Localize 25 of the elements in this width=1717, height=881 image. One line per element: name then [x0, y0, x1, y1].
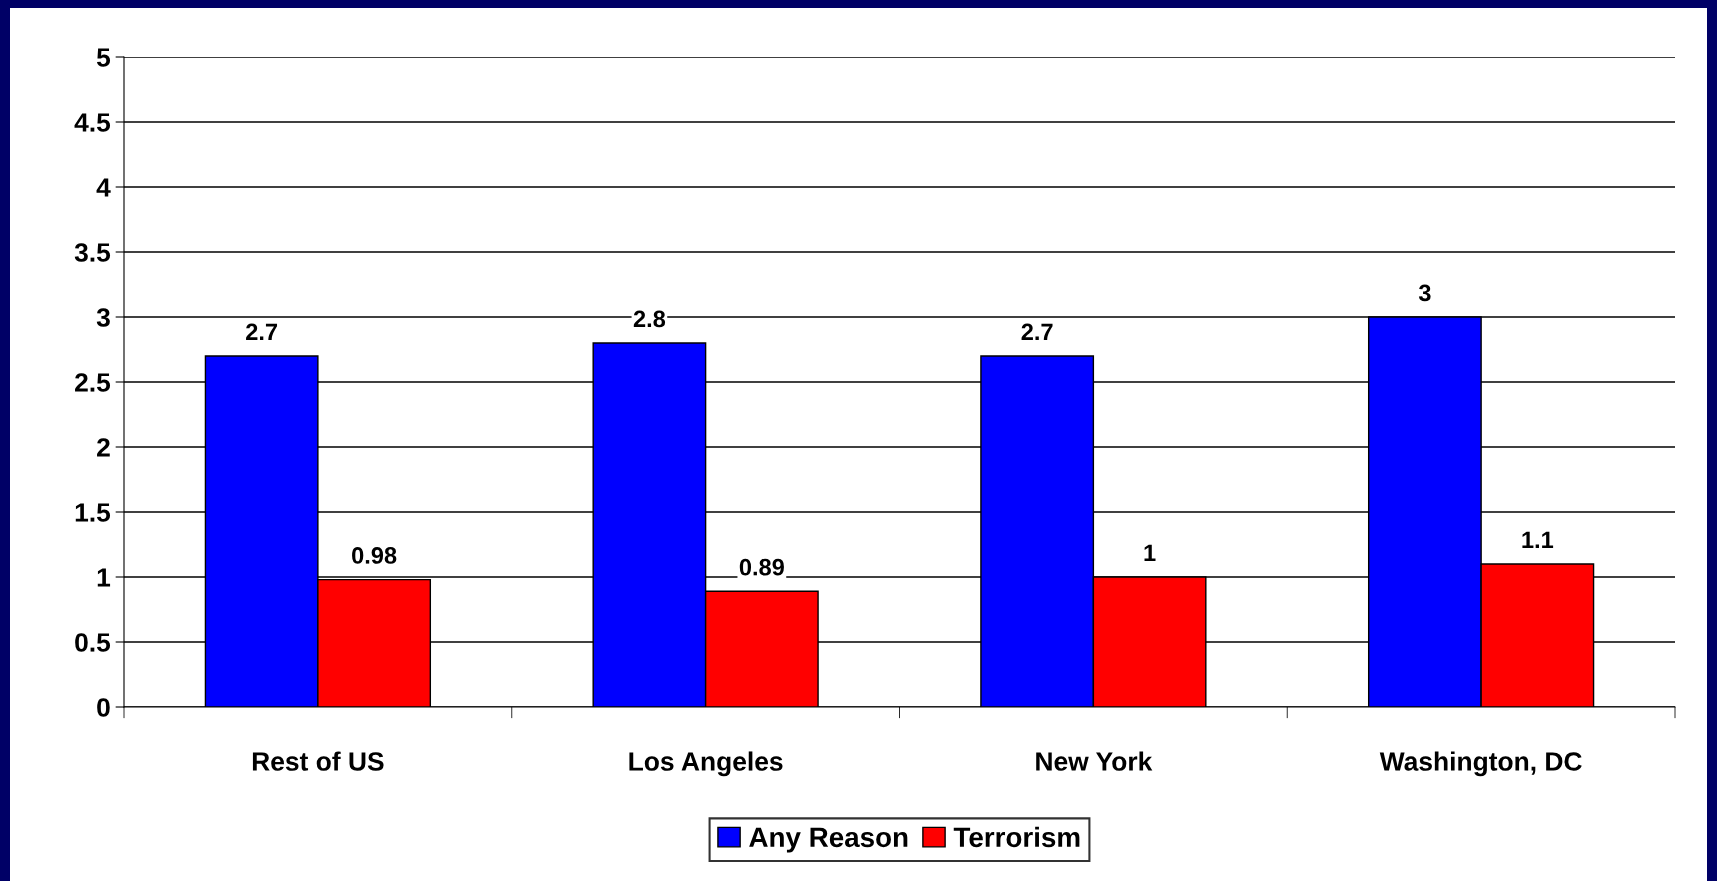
data-label: 2.8	[633, 310, 666, 328]
data-label: 1	[1144, 544, 1156, 561]
data-label: 0.98	[352, 547, 397, 564]
y-tick-label: 0.5	[75, 633, 111, 652]
legend-label: Terrorism	[953, 826, 1080, 848]
data-label: 3	[1418, 284, 1431, 302]
data-label: 2.7	[246, 323, 278, 340]
y-tick-label: 4	[96, 178, 111, 197]
data-label: 2.7	[1021, 323, 1053, 340]
data-label: 0.89	[739, 558, 784, 576]
y-tick-label: 1.5	[75, 503, 111, 522]
y-tick-label: 2	[97, 438, 110, 457]
y-tick-label: 4.5	[74, 113, 111, 132]
y-tick-label: 2.5	[75, 373, 111, 392]
y-tick-label: 1	[97, 568, 111, 587]
x-tick-label: Los Angeles	[629, 751, 783, 777]
data-label: 1.1	[1522, 531, 1554, 548]
y-tick-label: 0	[97, 698, 110, 717]
y-tick-label: 3.5	[74, 243, 111, 262]
y-tick-label: 3	[96, 308, 110, 327]
x-tick-label: Rest of US	[252, 751, 384, 771]
x-tick-label: Washington, DC	[1379, 751, 1582, 777]
legend-label: Any Reason	[749, 827, 908, 853]
y-tick-label: 5	[96, 48, 111, 67]
x-tick-label: New York	[1036, 751, 1153, 771]
